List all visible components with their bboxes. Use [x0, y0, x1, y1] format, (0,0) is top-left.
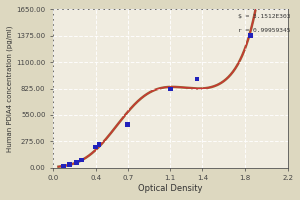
Point — [74, 161, 79, 164]
Point — [80, 158, 84, 162]
Text: r = 0.99959345: r = 0.99959345 — [238, 28, 291, 33]
X-axis label: Optical Density: Optical Density — [138, 184, 202, 193]
Point — [61, 165, 66, 168]
Point — [168, 87, 173, 91]
Point — [195, 77, 200, 81]
Point — [93, 145, 98, 149]
Point — [248, 34, 253, 37]
Y-axis label: Human PDIA4 concentration (pg/ml): Human PDIA4 concentration (pg/ml) — [7, 25, 14, 152]
Point — [97, 143, 101, 146]
Point — [125, 123, 130, 126]
Text: $ = 3.1512E303: $ = 3.1512E303 — [238, 14, 291, 19]
Point — [67, 163, 71, 166]
